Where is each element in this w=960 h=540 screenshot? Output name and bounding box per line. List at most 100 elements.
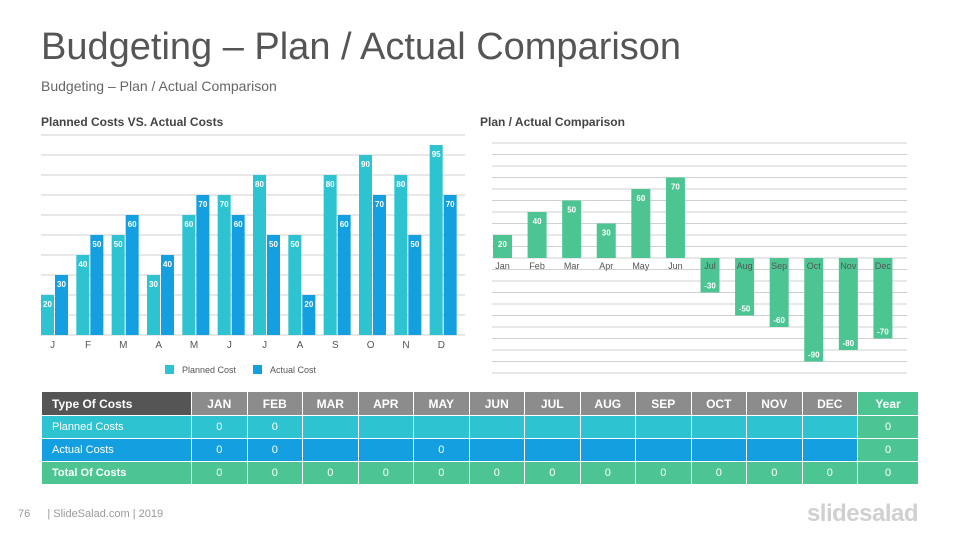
x-tick-label: F (85, 340, 91, 351)
table-cell[interactable] (302, 438, 359, 462)
bar-actual (337, 215, 351, 335)
bar-value-label: 60 (340, 220, 349, 229)
table-cell[interactable]: 0 (413, 438, 470, 462)
bar-actual (55, 275, 68, 335)
legend-swatch (253, 365, 262, 374)
x-tick-label: M (190, 340, 198, 351)
slide-title: Budgeting – Plan / Actual Comparison (41, 26, 682, 68)
table-cell[interactable] (579, 438, 636, 462)
bar-value-label: 20 (498, 240, 507, 249)
row-label: Planned Costs (41, 415, 192, 439)
bar-comparison (838, 258, 858, 350)
table-cell[interactable] (801, 415, 858, 439)
x-tick-label: May (632, 261, 650, 271)
slide-subtitle: Budgeting – Plan / Actual Comparison (41, 78, 277, 94)
table-cell[interactable]: 0 (246, 415, 303, 439)
page-number: 76 (18, 508, 31, 520)
bar-value-label: 60 (184, 220, 193, 229)
bar-value-label: -60 (773, 316, 785, 325)
table-header-cell: Type Of Costs (41, 391, 192, 416)
table-cell[interactable]: 0 (579, 461, 636, 485)
table-cell[interactable]: 0 (357, 461, 414, 485)
table-cell[interactable] (468, 438, 525, 462)
table-cell[interactable] (690, 438, 747, 462)
bar-value-label: 30 (149, 280, 158, 289)
table-header-cell: SEP (635, 391, 692, 416)
bar-comparison (596, 223, 616, 258)
table-cell[interactable]: 0 (302, 461, 359, 485)
table-cell[interactable]: 0 (468, 461, 525, 485)
bar-value-label: 80 (255, 180, 264, 189)
table-cell[interactable] (524, 415, 581, 439)
bar-actual (443, 195, 457, 335)
table-cell[interactable]: 0 (246, 438, 303, 462)
table-cell[interactable] (413, 415, 470, 439)
table-cell[interactable]: 0 (191, 415, 248, 439)
table-header-cell: JUL (524, 391, 581, 416)
bar-planned (429, 145, 443, 335)
x-tick-label: N (402, 340, 409, 351)
bar-actual (408, 235, 422, 335)
bar-value-label: 50 (567, 206, 576, 215)
x-tick-label: Feb (529, 261, 545, 271)
table-cell[interactable] (579, 415, 636, 439)
table-cell[interactable]: 0 (746, 461, 803, 485)
legend-label: Planned Cost (182, 365, 237, 375)
table-cell[interactable] (524, 438, 581, 462)
table-cell[interactable] (746, 438, 803, 462)
bar-comparison (769, 258, 789, 327)
table-header-cell: MAY (413, 391, 470, 416)
table-cell[interactable]: 0 (191, 461, 248, 485)
bar-value-label: -70 (877, 328, 889, 337)
bar-value-label: 50 (269, 240, 278, 249)
table-cell[interactable]: 0 (246, 461, 303, 485)
bar-comparison (562, 200, 582, 258)
bar-planned (323, 175, 337, 335)
x-tick-label: Nov (840, 261, 857, 271)
bar-value-label: 30 (602, 229, 611, 238)
legend-label: Actual Cost (270, 365, 317, 375)
x-tick-label: J (262, 340, 267, 351)
table-cell[interactable] (690, 415, 747, 439)
table-header-cell: AUG (579, 391, 636, 416)
table-cell[interactable] (302, 415, 359, 439)
table-cell[interactable]: 0 (413, 461, 470, 485)
table-header-cell: Year (857, 391, 919, 416)
bar-value-label: 40 (78, 260, 87, 269)
bar-comparison (873, 258, 893, 339)
bar-value-label: -80 (843, 339, 855, 348)
bar-planned (217, 195, 231, 335)
table-row: Actual Costs 0 0 0 0 (41, 438, 919, 462)
bar-value-label: 50 (410, 240, 419, 249)
table-cell[interactable] (468, 415, 525, 439)
x-tick-label: Aug (737, 261, 753, 271)
x-tick-label: A (155, 340, 162, 351)
year-total-cell: 0 (857, 461, 919, 485)
table-row: Total Of Costs 0 0 0 0 0 0 0 0 0 0 0 0 0 (41, 461, 919, 485)
table-cell[interactable] (746, 415, 803, 439)
bar-actual (125, 215, 139, 335)
table-cell[interactable] (357, 438, 414, 462)
bar-actual (302, 295, 316, 335)
table-cell[interactable] (635, 438, 692, 462)
bar-planned (253, 175, 266, 335)
table-cell[interactable] (635, 415, 692, 439)
table-cell[interactable]: 0 (801, 461, 858, 485)
table-cell[interactable]: 0 (690, 461, 747, 485)
bar-value-label: 60 (234, 220, 243, 229)
table-cell[interactable] (357, 415, 414, 439)
chart-2-title: Plan / Actual Comparison (480, 115, 625, 129)
table-cell[interactable]: 0 (191, 438, 248, 462)
legend-swatch (165, 365, 174, 374)
table-cell[interactable]: 0 (635, 461, 692, 485)
bar-actual (231, 215, 245, 335)
table-header-cell: FEB (246, 391, 303, 416)
bar-value-label: -50 (739, 305, 751, 314)
bar-planned (288, 235, 302, 335)
table-cell[interactable]: 0 (524, 461, 581, 485)
bar-comparison (700, 258, 720, 293)
year-total-cell: 0 (857, 438, 919, 462)
bar-value-label: 80 (326, 180, 335, 189)
table-cell[interactable] (801, 438, 858, 462)
bar-planned (147, 275, 160, 335)
